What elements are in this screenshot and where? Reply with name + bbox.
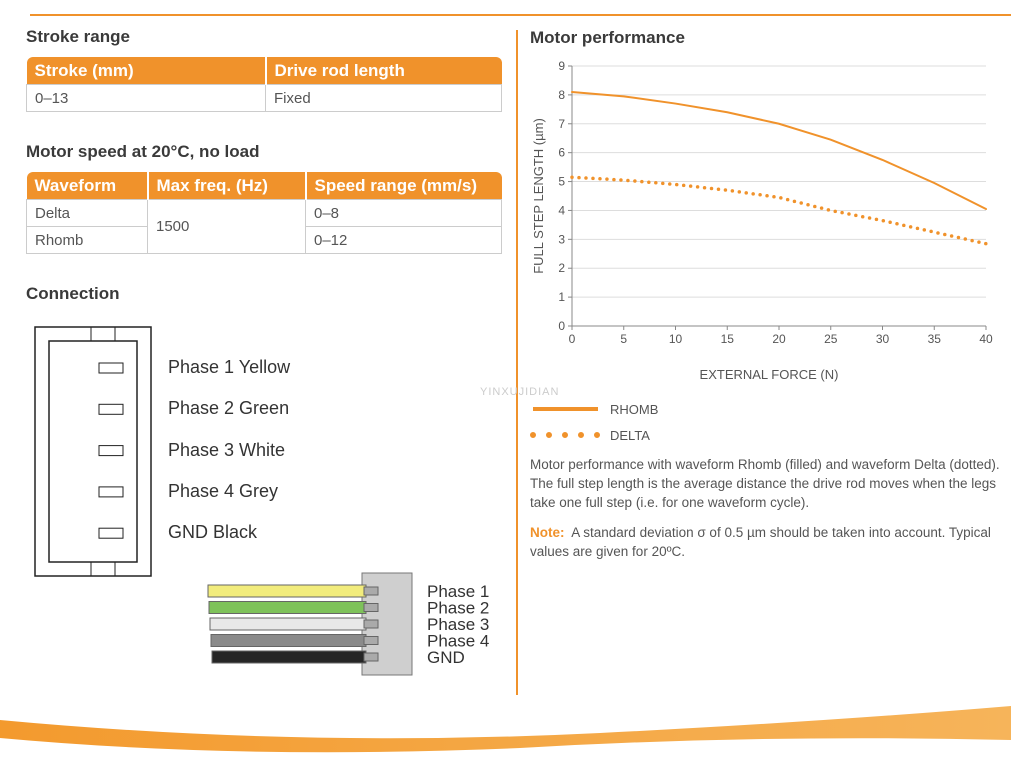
connector-tab (90, 326, 116, 342)
caption: Motor performance with waveform Rhomb (f… (530, 457, 1000, 510)
wire-pin (363, 652, 379, 662)
wire-label: Phase 3 (427, 615, 489, 634)
wire (208, 601, 367, 614)
table-header: Drive rod length (265, 57, 502, 85)
table-header: Waveform (26, 172, 149, 200)
wire-label: Phase 4 (427, 632, 489, 651)
table-cell: Delta (26, 199, 148, 227)
watermark: YINXUJIDIAN (480, 386, 559, 398)
legend-label: DELTA (610, 428, 650, 443)
legend-label: RHOMB (610, 402, 658, 417)
x-tick-label: 10 (669, 332, 683, 346)
table-header: Speed range (mm/s) (305, 172, 502, 200)
wire-label: Phase 2 (427, 599, 489, 618)
x-axis-label: EXTERNAL FORCE (N) (700, 367, 839, 382)
table-header: Max freq. (Hz) (147, 172, 307, 200)
table-cell: 0–13 (26, 84, 266, 112)
y-tick-label: 5 (558, 175, 565, 189)
y-tick-label: 2 (558, 261, 565, 275)
table-header: Stroke (mm) (26, 57, 267, 85)
wire (210, 634, 367, 647)
connector-inner (48, 340, 138, 563)
section-title: Stroke range (26, 27, 130, 46)
y-axis-label: FULL STEP LENGTH (µm) (531, 118, 546, 274)
table-cell: Fixed (265, 84, 502, 112)
section-title: Connection (26, 284, 120, 303)
x-tick-label: 0 (569, 332, 576, 346)
x-tick-label: 15 (721, 332, 735, 346)
connector-outline (34, 326, 152, 577)
pin-label: Phase 4 Grey (168, 480, 279, 501)
table-cell: Rhomb (26, 226, 148, 254)
pin-slot (98, 486, 124, 498)
y-tick-label: 8 (558, 88, 565, 102)
x-tick-label: 5 (620, 332, 627, 346)
note-label: Note: (530, 525, 565, 540)
pin-slot (98, 445, 124, 457)
connector-tab (90, 561, 116, 577)
y-tick-label: 0 (558, 319, 565, 333)
table-cell: 0–8 (305, 199, 502, 227)
section-title: Motor speed at 20°C, no load (26, 142, 260, 161)
note-text: A standard deviation σ of 0.5 µm should … (530, 525, 991, 559)
x-tick-label: 25 (824, 332, 838, 346)
y-tick-label: 9 (558, 59, 565, 73)
pin-slot (98, 527, 124, 539)
speed-table: Waveform Max freq. (Hz) Speed range (mm/s)… (26, 172, 502, 254)
table-cell: 0–12 (305, 226, 502, 254)
wire (209, 617, 367, 631)
pin-slot (98, 362, 124, 374)
wire-pin (363, 619, 379, 629)
series-line (570, 175, 988, 246)
wire-pin (363, 603, 379, 612)
pin-label: Phase 1 Yellow (168, 357, 291, 377)
y-tick-label: 6 (558, 146, 565, 160)
pin-slot (98, 403, 124, 415)
wire (211, 650, 367, 664)
x-tick-label: 35 (928, 332, 942, 346)
series-line (571, 91, 987, 210)
y-tick-label: 3 (558, 232, 565, 246)
footer-swoosh (0, 706, 1011, 753)
pin-label: Phase 2 Green (168, 398, 290, 419)
x-tick-label: 40 (979, 332, 993, 346)
note: Note: A standard deviation σ of 0.5 µm s… (530, 523, 1005, 561)
wire-pin (363, 636, 379, 645)
wire-label: GND (427, 648, 465, 667)
x-tick-label: 30 (876, 332, 890, 346)
y-tick-label: 1 (558, 290, 565, 304)
stroke-table: Stroke (mm) Drive rod length 0–13 Fixed (26, 57, 502, 112)
y-tick-label: 7 (558, 117, 565, 131)
wire-label: Phase 1 (427, 582, 489, 601)
table-cell: 1500 (147, 199, 306, 254)
wire (207, 584, 367, 598)
y-tick-label: 4 (558, 203, 565, 217)
chart-title: Motor performance (530, 28, 685, 47)
pin-label: Phase 3 White (168, 439, 286, 460)
wire-pin (363, 586, 379, 596)
x-tick-label: 20 (772, 332, 786, 346)
pin-label: GND Black (168, 522, 258, 543)
